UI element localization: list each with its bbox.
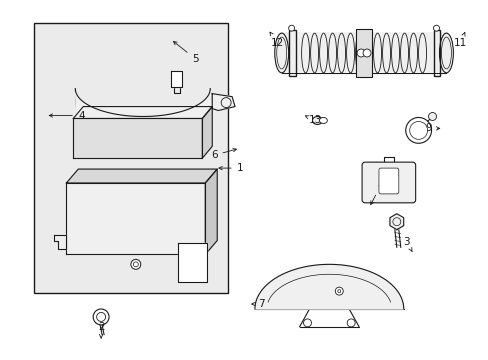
Circle shape xyxy=(356,49,365,57)
Text: 8: 8 xyxy=(370,180,384,204)
Polygon shape xyxy=(205,169,217,255)
Text: 4: 4 xyxy=(49,111,84,121)
Bar xyxy=(355,29,371,77)
Text: 7: 7 xyxy=(251,299,264,309)
Bar xyxy=(281,33,446,73)
Polygon shape xyxy=(389,214,403,230)
Polygon shape xyxy=(66,183,205,255)
Bar xyxy=(433,30,440,76)
Text: 9: 9 xyxy=(425,123,439,134)
Polygon shape xyxy=(66,169,217,183)
FancyBboxPatch shape xyxy=(378,168,398,194)
Polygon shape xyxy=(75,89,212,121)
Text: 10: 10 xyxy=(355,32,368,48)
Text: 2: 2 xyxy=(98,322,104,338)
Ellipse shape xyxy=(319,117,326,123)
Bar xyxy=(288,30,295,76)
Text: 1: 1 xyxy=(219,163,243,173)
Ellipse shape xyxy=(312,117,322,125)
Polygon shape xyxy=(254,264,403,309)
Ellipse shape xyxy=(439,33,452,73)
Text: 3: 3 xyxy=(403,237,411,252)
Circle shape xyxy=(427,113,436,121)
FancyBboxPatch shape xyxy=(361,162,415,203)
Circle shape xyxy=(93,309,109,325)
Polygon shape xyxy=(73,118,202,158)
Polygon shape xyxy=(202,107,212,158)
Text: 5: 5 xyxy=(173,41,198,64)
Bar xyxy=(34,23,228,293)
Circle shape xyxy=(303,319,311,327)
Circle shape xyxy=(288,25,294,31)
Polygon shape xyxy=(73,107,212,118)
Circle shape xyxy=(131,260,141,269)
Polygon shape xyxy=(177,243,207,282)
Text: 6: 6 xyxy=(210,148,236,160)
Circle shape xyxy=(335,287,343,295)
Text: 11: 11 xyxy=(453,32,466,48)
Text: 13: 13 xyxy=(305,116,322,126)
Polygon shape xyxy=(54,235,66,249)
Polygon shape xyxy=(212,94,235,111)
Circle shape xyxy=(346,319,354,327)
Circle shape xyxy=(433,25,439,31)
Polygon shape xyxy=(170,71,182,87)
Circle shape xyxy=(362,49,370,57)
Text: 12: 12 xyxy=(269,32,284,48)
Ellipse shape xyxy=(274,33,288,73)
